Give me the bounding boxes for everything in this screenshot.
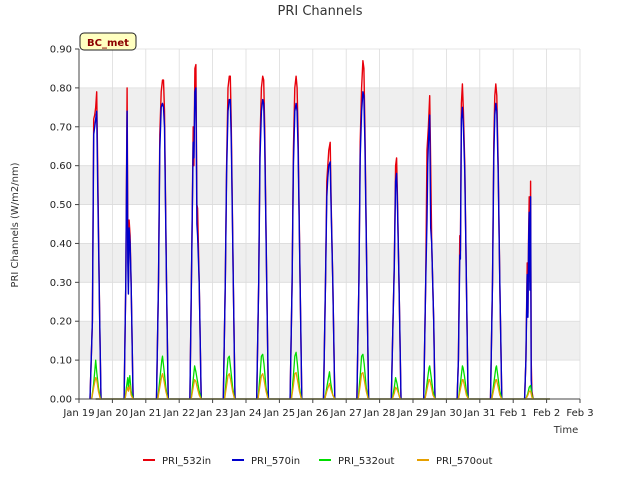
series-line-PRI_570in-day-0 [89,110,102,400]
x-axis-title: Time [553,425,578,436]
x-tick-label: Jan 24 [229,408,261,419]
series-line-PRI_570out-day-8 [357,371,369,400]
series-line-PRI_570in-day-2 [155,102,169,400]
legend: PRI_532in PRI_570in PRI_532out PRI_570out [143,456,492,467]
series-line-PRI_570in-day-3 [189,87,202,400]
y-tick-label: 0.10 [50,356,72,367]
grid-band [79,165,580,205]
x-tick-label: Jan 30 [430,408,462,419]
series-line-PRI_532out-day-4 [223,355,236,400]
y-tick-label: 0.40 [50,239,72,250]
series-line-PRI_570out-day-13 [525,390,534,400]
series-line-PRI_570out-day-4 [223,373,236,400]
y-tick-label: 0.50 [50,200,72,211]
series-line-PRI_570out-day-3 [190,378,202,400]
series-line-PRI_570in-day-12 [489,102,503,400]
y-tick-label: 0.20 [50,317,72,328]
y-tick-label: 0.70 [50,122,72,133]
series-line-PRI_570out-day-7 [324,382,336,400]
series-line-PRI_532out-day-11 [457,365,470,400]
series-line-PRI_532out-day-10 [424,365,436,400]
series-line-PRI_570in-day-7 [322,161,336,400]
legend-label-PRI_570in: PRI_570in [251,456,300,467]
series-line-PRI_532out-day-6 [290,351,303,400]
x-tick-label: Jan 25 [263,408,295,419]
x-tick-label: Jan 19 [62,408,94,419]
series-line-PRI_570out-day-12 [491,378,503,400]
series-line-PRI_570out-day-2 [157,373,169,400]
site-badge: BC_met [79,32,137,51]
x-tick-label: Jan 31 [463,408,495,419]
y-tick-label: 0.00 [50,395,72,406]
series-line-PRI_532out-day-5 [257,353,269,400]
x-tick-label: Feb 3 [566,408,593,419]
series-line-PRI_570in-day-13 [523,196,534,400]
series-line-PRI_532out-day-8 [357,353,369,400]
series-line-PRI_570in-day-6 [289,102,303,400]
series-line-PRI_570in-day-8 [356,91,370,400]
axes-layer: 0.00 0.10 0.20 0.30 0.40 0.50 0.60 0.70 0.80 0.90… [50,45,594,420]
series-line-PRI_570out-day-5 [257,373,269,400]
x-tick-label: Jan 23 [196,408,228,419]
legend-label-PRI_532in: PRI_532in [162,456,211,467]
site-badge-label: BC_met [87,38,129,49]
x-tick-label: Jan 22 [163,408,195,419]
series-line-PRI_532out-day-3 [190,365,202,400]
series-line-PRI_570in-day-4 [222,98,236,400]
x-tick-label: Jan 26 [296,408,328,419]
grid-band [79,243,580,283]
series-line-PRI_570out-day-0 [91,376,102,400]
legend-label-PRI_532out: PRI_532out [338,456,394,467]
series-line-PRI_570in-day-5 [256,98,270,400]
grid-band [79,87,580,127]
legend-label-PRI_570out: PRI_570out [436,456,492,467]
plot-area [78,48,581,400]
y-tick-label: 0.30 [50,278,72,289]
series-line-PRI_532out-day-2 [157,355,169,400]
y-tick-label: 0.80 [50,83,72,94]
x-tick-label: Feb 2 [533,408,560,419]
series-line-PRI_570out-day-1 [124,384,134,400]
series-line-PRI_570in-day-1 [123,110,134,400]
x-tick-label: Jan 29 [396,408,428,419]
x-tick-label: Jan 28 [363,408,395,419]
series-line-PRI_532out-day-12 [491,365,503,400]
x-tick-label: Jan 27 [330,408,362,419]
x-tick-label: Feb 1 [500,408,527,419]
chart-title: PRI Channels [278,4,363,19]
site-badge-box [79,32,137,51]
series-line-PRI_570out-day-6 [290,371,303,400]
x-tick-label: Jan 21 [129,408,161,419]
x-tick-label: Jan 20 [96,408,128,419]
series-line-PRI_570in-day-11 [456,106,469,400]
y-tick-label: 0.90 [50,45,72,56]
series-line-PRI_570out-day-10 [424,378,436,400]
series-line-PRI_570in-day-10 [423,114,436,400]
grid-band [79,321,580,361]
series-layer [89,60,550,400]
series-line-PRI_570out-day-9 [391,386,401,400]
y-tick-label: 0.60 [50,161,72,172]
y-axis-title: PRI Channels (W/m2/nm) [10,162,21,287]
series-line-PRI_570in-day-9 [390,172,402,400]
series-line-PRI_570out-day-11 [457,378,469,400]
